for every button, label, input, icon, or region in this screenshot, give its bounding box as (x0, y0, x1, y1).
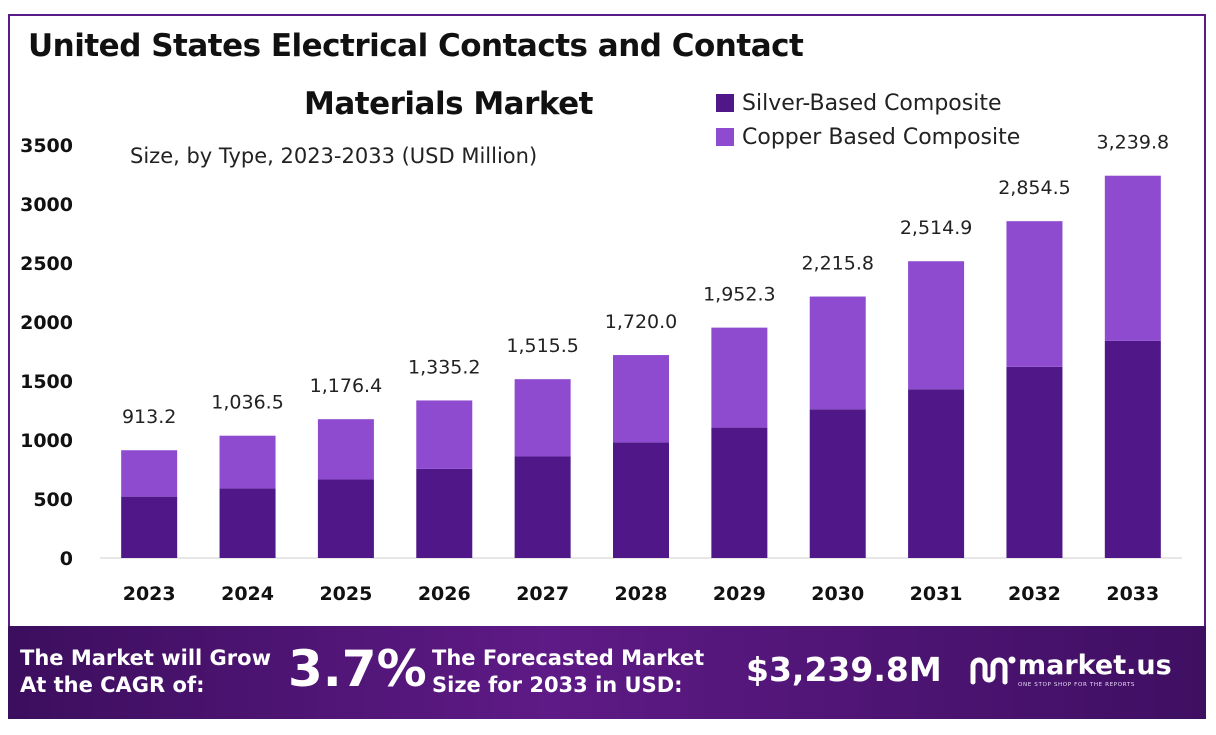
forecast-text-line-1: The Forecasted Market (432, 646, 705, 670)
bar-total-label: 1,176.4 (310, 375, 383, 397)
bar-chart: 0 500 1000 1500 2000 2500 3000 3500 913.2 2023 1,0… (20, 132, 1182, 605)
bar-total-label: 1,335.2 (408, 356, 481, 378)
cagr-text-line-2: At the CAGR of: (20, 673, 205, 697)
legend-swatch-copper (716, 128, 734, 146)
bar-copper-based (219, 435, 276, 489)
bar-total-label: 2,215.8 (801, 253, 874, 275)
footer-banner: The Market will Grow At the CAGR of: 3.7… (8, 626, 1206, 719)
x-tick-label: 2024 (221, 583, 274, 605)
cagr-value: 3.7% (288, 640, 427, 698)
y-tick-label: 3000 (20, 194, 73, 216)
x-tick-label: 2029 (713, 583, 766, 605)
market-us-wordmark: market.us ONE STOP SHOP FOR THE REPORTS (1018, 650, 1172, 689)
bar-total-label: 1,036.5 (211, 392, 284, 414)
y-tick-label: 3500 (20, 135, 73, 157)
chart-title-line-1: United States Electrical Contacts and Co… (28, 28, 804, 64)
market-us-logo: market.us ONE STOP SHOP FOR THE REPORTS (968, 652, 1172, 688)
brand-tagline: ONE STOP SHOP FOR THE REPORTS (1018, 682, 1135, 688)
legend: Silver-Based Composite Copper Based Comp… (716, 86, 1020, 154)
bar-copper-based (908, 261, 965, 390)
cagr-text-line-1: The Market will Grow (20, 646, 271, 670)
bar-silver-based (317, 479, 374, 558)
bar-silver-based (514, 456, 571, 558)
brand-name: market.us (1018, 650, 1172, 681)
legend-label-silver: Silver-Based Composite (742, 90, 1002, 116)
bar-total-label: 913.2 (122, 406, 176, 428)
bar-copper-based (1006, 221, 1063, 367)
bar-silver-based (416, 468, 473, 558)
x-tick-label: 2032 (1008, 583, 1061, 605)
legend-swatch-silver (716, 94, 734, 112)
bar-silver-based (809, 409, 866, 558)
legend-item-silver: Silver-Based Composite (716, 86, 1020, 120)
chart-title-line-2: Materials Market (304, 86, 594, 122)
bar-silver-based (219, 488, 276, 558)
forecast-value: $3,239.8M (746, 650, 942, 689)
x-tick-label: 2026 (418, 583, 471, 605)
bar-copper-based (613, 355, 669, 443)
y-tick-label: 1500 (20, 371, 73, 393)
x-tick-label: 2030 (811, 583, 864, 605)
bar-silver-based (1104, 340, 1161, 558)
bar-silver-based (121, 496, 178, 558)
y-tick-label: 500 (33, 489, 73, 511)
y-tick-label: 2000 (20, 312, 73, 334)
bar-total-label: 2,854.5 (998, 177, 1071, 199)
bar-silver-based (908, 389, 965, 558)
x-tick-label: 2025 (319, 583, 372, 605)
chart-frame (8, 14, 1206, 719)
bar-total-label: 1,952.3 (703, 284, 776, 306)
x-tick-label: 2031 (910, 583, 963, 605)
bar-copper-based (711, 327, 768, 428)
bar-total-label: 1,720.0 (605, 311, 678, 333)
legend-label-copper: Copper Based Composite (742, 124, 1021, 150)
bar-copper-based (121, 450, 178, 497)
chart-subtitle: Size, by Type, 2023-2033 (USD Million) (130, 144, 538, 168)
forecast-text-line-2: Size for 2033 in USD: (432, 673, 683, 697)
bar-silver-based (613, 442, 669, 558)
bar-total-label: 2,514.9 (900, 217, 973, 239)
x-tick-label: 2028 (615, 583, 668, 605)
bar-copper-based (514, 379, 571, 457)
y-tick-label: 1000 (20, 430, 73, 452)
y-tick-label: 0 (60, 548, 73, 570)
forecast-text: The Forecasted Market Size for 2033 in U… (432, 645, 704, 699)
bar-copper-based (1104, 175, 1161, 341)
market-us-logo-icon (970, 656, 1016, 685)
bar-total-label: 3,239.8 (1097, 132, 1170, 154)
cagr-text: The Market will Grow At the CAGR of: (20, 645, 271, 699)
x-tick-label: 2033 (1106, 583, 1159, 605)
bar-total-label: 1,515.5 (506, 335, 579, 357)
bar-copper-based (317, 419, 374, 480)
bar-silver-based (711, 427, 768, 558)
x-tick-label: 2023 (123, 583, 176, 605)
y-tick-label: 2500 (20, 253, 73, 275)
bar-silver-based (1006, 366, 1063, 558)
bar-copper-based (416, 400, 473, 469)
legend-item-copper: Copper Based Composite (716, 120, 1020, 154)
x-tick-label: 2027 (516, 583, 569, 605)
bar-copper-based (809, 296, 866, 410)
